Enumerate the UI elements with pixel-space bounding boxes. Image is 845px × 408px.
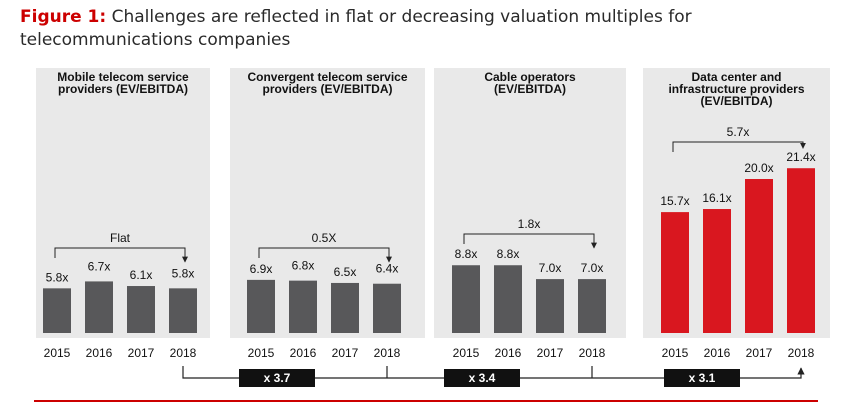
bracket-1 — [54, 247, 188, 263]
bar-2-2016 — [289, 280, 317, 333]
bar-1-2018 — [169, 288, 197, 333]
comparison-label-1: x 3.7 — [264, 371, 291, 385]
data-label-1-2015: 5.8x — [46, 270, 69, 284]
data-label-3-2016: 8.8x — [497, 247, 520, 261]
figure-title: Figure 1: Challenges are reflected in fl… — [20, 6, 835, 52]
data-label-4-2015: 15.7x — [660, 194, 689, 208]
bar-1-2016 — [85, 281, 113, 333]
x-tick-label-1-2015: 2015 — [44, 346, 71, 360]
x-tick-label-2-2016: 2016 — [290, 346, 317, 360]
bar-1-2017 — [127, 286, 155, 333]
x-tick-label-4-2017: 2017 — [746, 346, 773, 360]
comparison-label-3: x 3.1 — [689, 371, 716, 385]
bar-3-2018 — [578, 279, 606, 333]
bottom-rule — [34, 400, 818, 402]
x-tick-label-3-2016: 2016 — [495, 346, 522, 360]
bar-2-2017 — [331, 282, 359, 333]
data-label-1-2016: 6.7x — [88, 259, 111, 273]
panel-title-4-line-3: (EV/EBITDA) — [701, 94, 773, 108]
panel-title-1-line-2: providers (EV/EBITDA) — [58, 82, 188, 96]
bracket-label-2: 0.5X — [312, 231, 337, 245]
data-label-3-2015: 8.8x — [455, 247, 478, 261]
bar-3-2017 — [536, 279, 564, 333]
x-tick-label-3-2018: 2018 — [579, 346, 606, 360]
bar-2-2018 — [373, 283, 401, 333]
bar-4-2015 — [661, 212, 689, 333]
x-tick-label-1-2018: 2018 — [170, 346, 197, 360]
x-tick-label-3-2015: 2015 — [453, 346, 480, 360]
bar-1-2015 — [43, 288, 71, 333]
data-label-1-2017: 6.1x — [130, 268, 153, 282]
data-label-2-2015: 6.9x — [250, 262, 273, 276]
comparison-badge-1 — [239, 369, 315, 387]
x-tick-label-4-2016: 2016 — [704, 346, 731, 360]
bracket-label-3: 1.8x — [518, 217, 541, 231]
x-tick-label-1-2016: 2016 — [86, 346, 113, 360]
x-tick-label-4-2015: 2015 — [662, 346, 689, 360]
data-label-4-2018: 21.4x — [786, 150, 815, 164]
panel-title-3-line-1: Cable operators — [484, 70, 576, 84]
data-label-4-2017: 20.0x — [744, 161, 773, 175]
bracket-3 — [463, 233, 597, 249]
data-label-1-2018: 5.8x — [172, 266, 195, 280]
data-label-2-2018: 6.4x — [376, 262, 399, 276]
x-tick-label-1-2017: 2017 — [128, 346, 155, 360]
data-label-3-2018: 7.0x — [581, 261, 604, 275]
bar-4-2018 — [787, 168, 815, 333]
panel-title-4-line-2: infrastructure providers — [668, 82, 804, 96]
panel-title-1-line-1: Mobile telecom service — [57, 70, 189, 84]
bar-2-2015 — [247, 279, 275, 333]
data-label-4-2016: 16.1x — [702, 191, 731, 205]
comparison-badge-3 — [664, 369, 740, 387]
bar-3-2015 — [452, 265, 480, 333]
bar-3-2016 — [494, 265, 522, 333]
panel-title-3-line-2: (EV/EBITDA) — [494, 82, 566, 96]
x-tick-label-2-2018: 2018 — [374, 346, 401, 360]
bar-4-2017 — [745, 179, 773, 333]
x-tick-label-2-2017: 2017 — [332, 346, 359, 360]
bracket-label-1: Flat — [110, 231, 131, 245]
panel-title-4-line-1: Data center and — [691, 70, 781, 84]
x-tick-label-4-2018: 2018 — [788, 346, 815, 360]
bracket-label-4: 5.7x — [727, 125, 750, 139]
comparison-label-2: x 3.4 — [469, 371, 496, 385]
bracket-4 — [672, 141, 806, 152]
comparison-badge-2 — [444, 369, 520, 387]
panel-title-2-line-1: Convergent telecom service — [247, 70, 407, 84]
data-label-2-2017: 6.5x — [334, 265, 357, 279]
x-tick-label-2-2015: 2015 — [248, 346, 275, 360]
bar-4-2016 — [703, 209, 731, 333]
panel-title-2-line-2: providers (EV/EBITDA) — [262, 82, 392, 96]
data-label-2-2016: 6.8x — [292, 259, 315, 273]
data-label-3-2017: 7.0x — [539, 261, 562, 275]
figure-title-text: Challenges are reflected in flat or decr… — [20, 7, 692, 50]
x-tick-label-3-2017: 2017 — [537, 346, 564, 360]
bracket-2 — [258, 247, 392, 263]
figure-label: Figure 1: — [20, 7, 107, 27]
